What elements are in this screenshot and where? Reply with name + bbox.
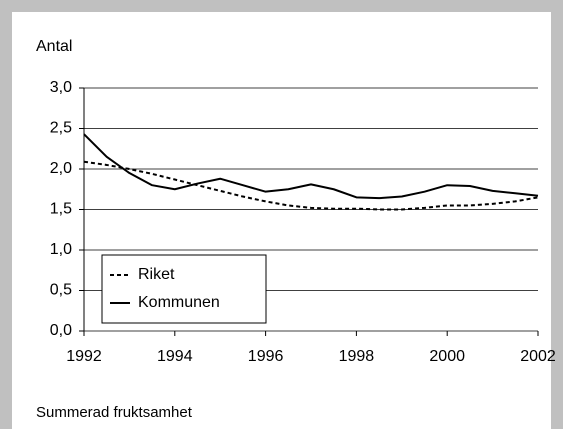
x-tick-label: 1998	[339, 348, 375, 365]
y-tick-label: 0,5	[50, 282, 72, 299]
legend-label: Riket	[138, 266, 175, 283]
x-tick-label: 1992	[66, 348, 102, 365]
y-tick-label: 2,5	[50, 120, 72, 137]
y-tick-label: 0,0	[50, 322, 72, 339]
legend-label: Kommunen	[138, 294, 220, 311]
x-tick-label: 1994	[157, 348, 193, 365]
x-tick-label: 2000	[429, 348, 465, 365]
x-tick-label: 1996	[248, 348, 284, 365]
line-series	[83, 133, 539, 200]
y-tick-label: 1,5	[50, 201, 72, 218]
y-tick-label: 2,0	[50, 160, 72, 177]
panel	[12, 12, 551, 429]
axis-title: Antal	[36, 38, 72, 55]
y-tick-label: 1,0	[50, 241, 72, 258]
caption: Summerad fruktsamhet	[36, 404, 193, 421]
y-tick-label: 3,0	[50, 79, 72, 96]
legend-box	[101, 254, 267, 324]
x-tick-label: 2002	[520, 348, 556, 365]
line-series	[83, 160, 539, 211]
